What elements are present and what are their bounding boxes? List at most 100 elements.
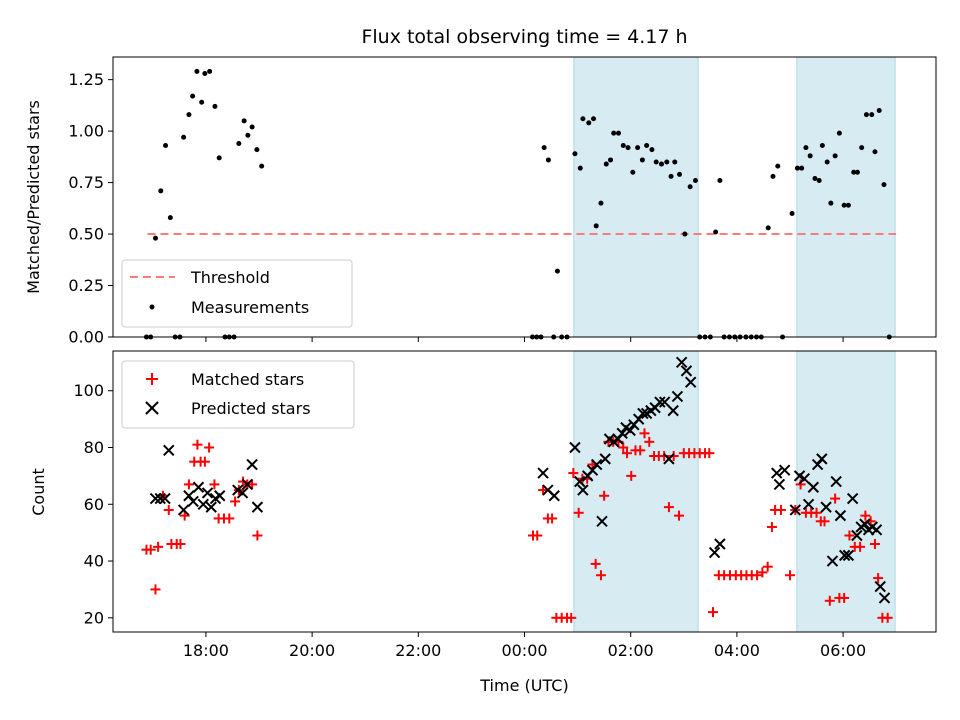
measurement-point	[692, 178, 698, 184]
predicted-point	[159, 492, 171, 505]
matched-point	[230, 496, 241, 507]
measurement-point	[687, 184, 693, 190]
predicted-point	[826, 555, 839, 567]
measurement-point	[799, 165, 805, 171]
measurement-point	[202, 70, 208, 76]
measurement-point	[649, 147, 655, 153]
predicted-point	[773, 478, 786, 491]
measurement-point	[841, 202, 847, 208]
matched-point	[224, 513, 235, 524]
matched-point	[566, 612, 577, 623]
matched-point	[824, 595, 835, 606]
measurement-point	[207, 68, 213, 74]
measurement-point	[881, 182, 887, 188]
x-tick-label: 04:00	[714, 641, 760, 660]
matched-point	[568, 468, 579, 479]
predicted-point	[251, 501, 264, 513]
matched-point	[573, 507, 584, 518]
predicted-point	[624, 424, 636, 437]
matched-point	[532, 530, 543, 541]
predicted-point	[201, 487, 214, 499]
matched-point	[757, 567, 768, 578]
predicted-point	[246, 458, 258, 471]
x-tick-label: 18:00	[183, 641, 229, 660]
legend-measurements-swatch	[149, 304, 155, 310]
top-x-ticks	[205, 337, 844, 342]
x-tick-label: 06:00	[820, 641, 866, 660]
predicted-point	[870, 524, 883, 536]
predicted-point	[654, 396, 666, 408]
predicted-point	[586, 464, 599, 476]
shaded-interval	[573, 56, 699, 338]
x-tick-label: 20:00	[289, 641, 335, 660]
measurement-point	[677, 171, 683, 177]
matched-point	[882, 612, 893, 623]
matched-point	[621, 448, 632, 459]
predicted-point	[680, 365, 693, 377]
bottom-x-ticks: 18:00 20:00 22:00 00:00 02:00 04:00 06:00	[183, 632, 866, 660]
predicted-point	[154, 492, 166, 505]
matched-point	[704, 448, 715, 459]
predicted-point	[802, 498, 815, 510]
matched-point	[199, 456, 210, 467]
top-y-axis-label: Matched/Predicted stars	[24, 100, 43, 294]
predicted-point	[596, 515, 608, 528]
measurement-point	[672, 159, 678, 165]
y-tick-label: 1.00	[68, 122, 104, 141]
top-shaded-regions	[573, 56, 896, 338]
measurement-point	[586, 120, 592, 126]
matched-point	[674, 510, 685, 521]
measurement-point	[245, 132, 251, 138]
measurement-point	[249, 124, 255, 130]
predicted-point	[667, 404, 679, 417]
predicted-point	[842, 549, 855, 562]
predicted-point	[830, 475, 842, 488]
measurement-point	[794, 165, 800, 171]
measurement-point	[577, 165, 583, 171]
bottom-legend-box	[121, 360, 355, 429]
predicted-point	[241, 478, 254, 491]
measurement-point	[789, 210, 795, 216]
predicted-point	[859, 518, 871, 530]
predicted-point	[663, 453, 675, 465]
matched-point	[626, 470, 637, 481]
measurement-point	[635, 145, 641, 151]
measurement-point	[658, 161, 664, 167]
measurement-point	[593, 223, 599, 229]
top-panel: 0.00 0.25 0.50 0.75 1.00 1.25 Matched/Predict…	[24, 56, 937, 347]
measurement-point	[254, 147, 260, 153]
legend-predicted-label: Predicted stars	[191, 399, 311, 418]
predicted-point	[851, 529, 863, 542]
matched-point	[183, 479, 194, 490]
measurement-point	[832, 153, 838, 159]
top-legend-box	[121, 259, 353, 328]
measurement-point	[199, 99, 205, 105]
predicted-point	[599, 453, 611, 465]
predicted-point	[878, 592, 891, 604]
matched-point	[599, 490, 610, 501]
y-tick-label: 60	[84, 495, 104, 514]
shaded-interval	[796, 350, 896, 633]
y-tick-label: 100	[73, 381, 104, 400]
measurement-point	[212, 103, 218, 109]
measurement-point	[216, 155, 222, 161]
measurement-point	[591, 116, 597, 122]
measurement-point	[625, 145, 631, 151]
bottom-predicted-points	[149, 356, 891, 604]
measurement-point	[836, 130, 842, 136]
predicted-point	[714, 538, 726, 550]
predicted-point	[574, 475, 586, 488]
top-measurement-points	[143, 68, 892, 340]
y-tick-label: 0.00	[68, 328, 104, 347]
measurement-point	[194, 68, 200, 74]
y-tick-label: 0.50	[68, 225, 104, 244]
measurement-point	[615, 130, 621, 136]
matched-point	[635, 445, 646, 456]
measurement-point	[845, 202, 851, 208]
predicted-point	[789, 504, 802, 516]
measurement-point	[765, 225, 771, 231]
measurement-point	[545, 157, 551, 163]
measurement-point	[158, 188, 164, 194]
predicted-point	[811, 458, 824, 471]
